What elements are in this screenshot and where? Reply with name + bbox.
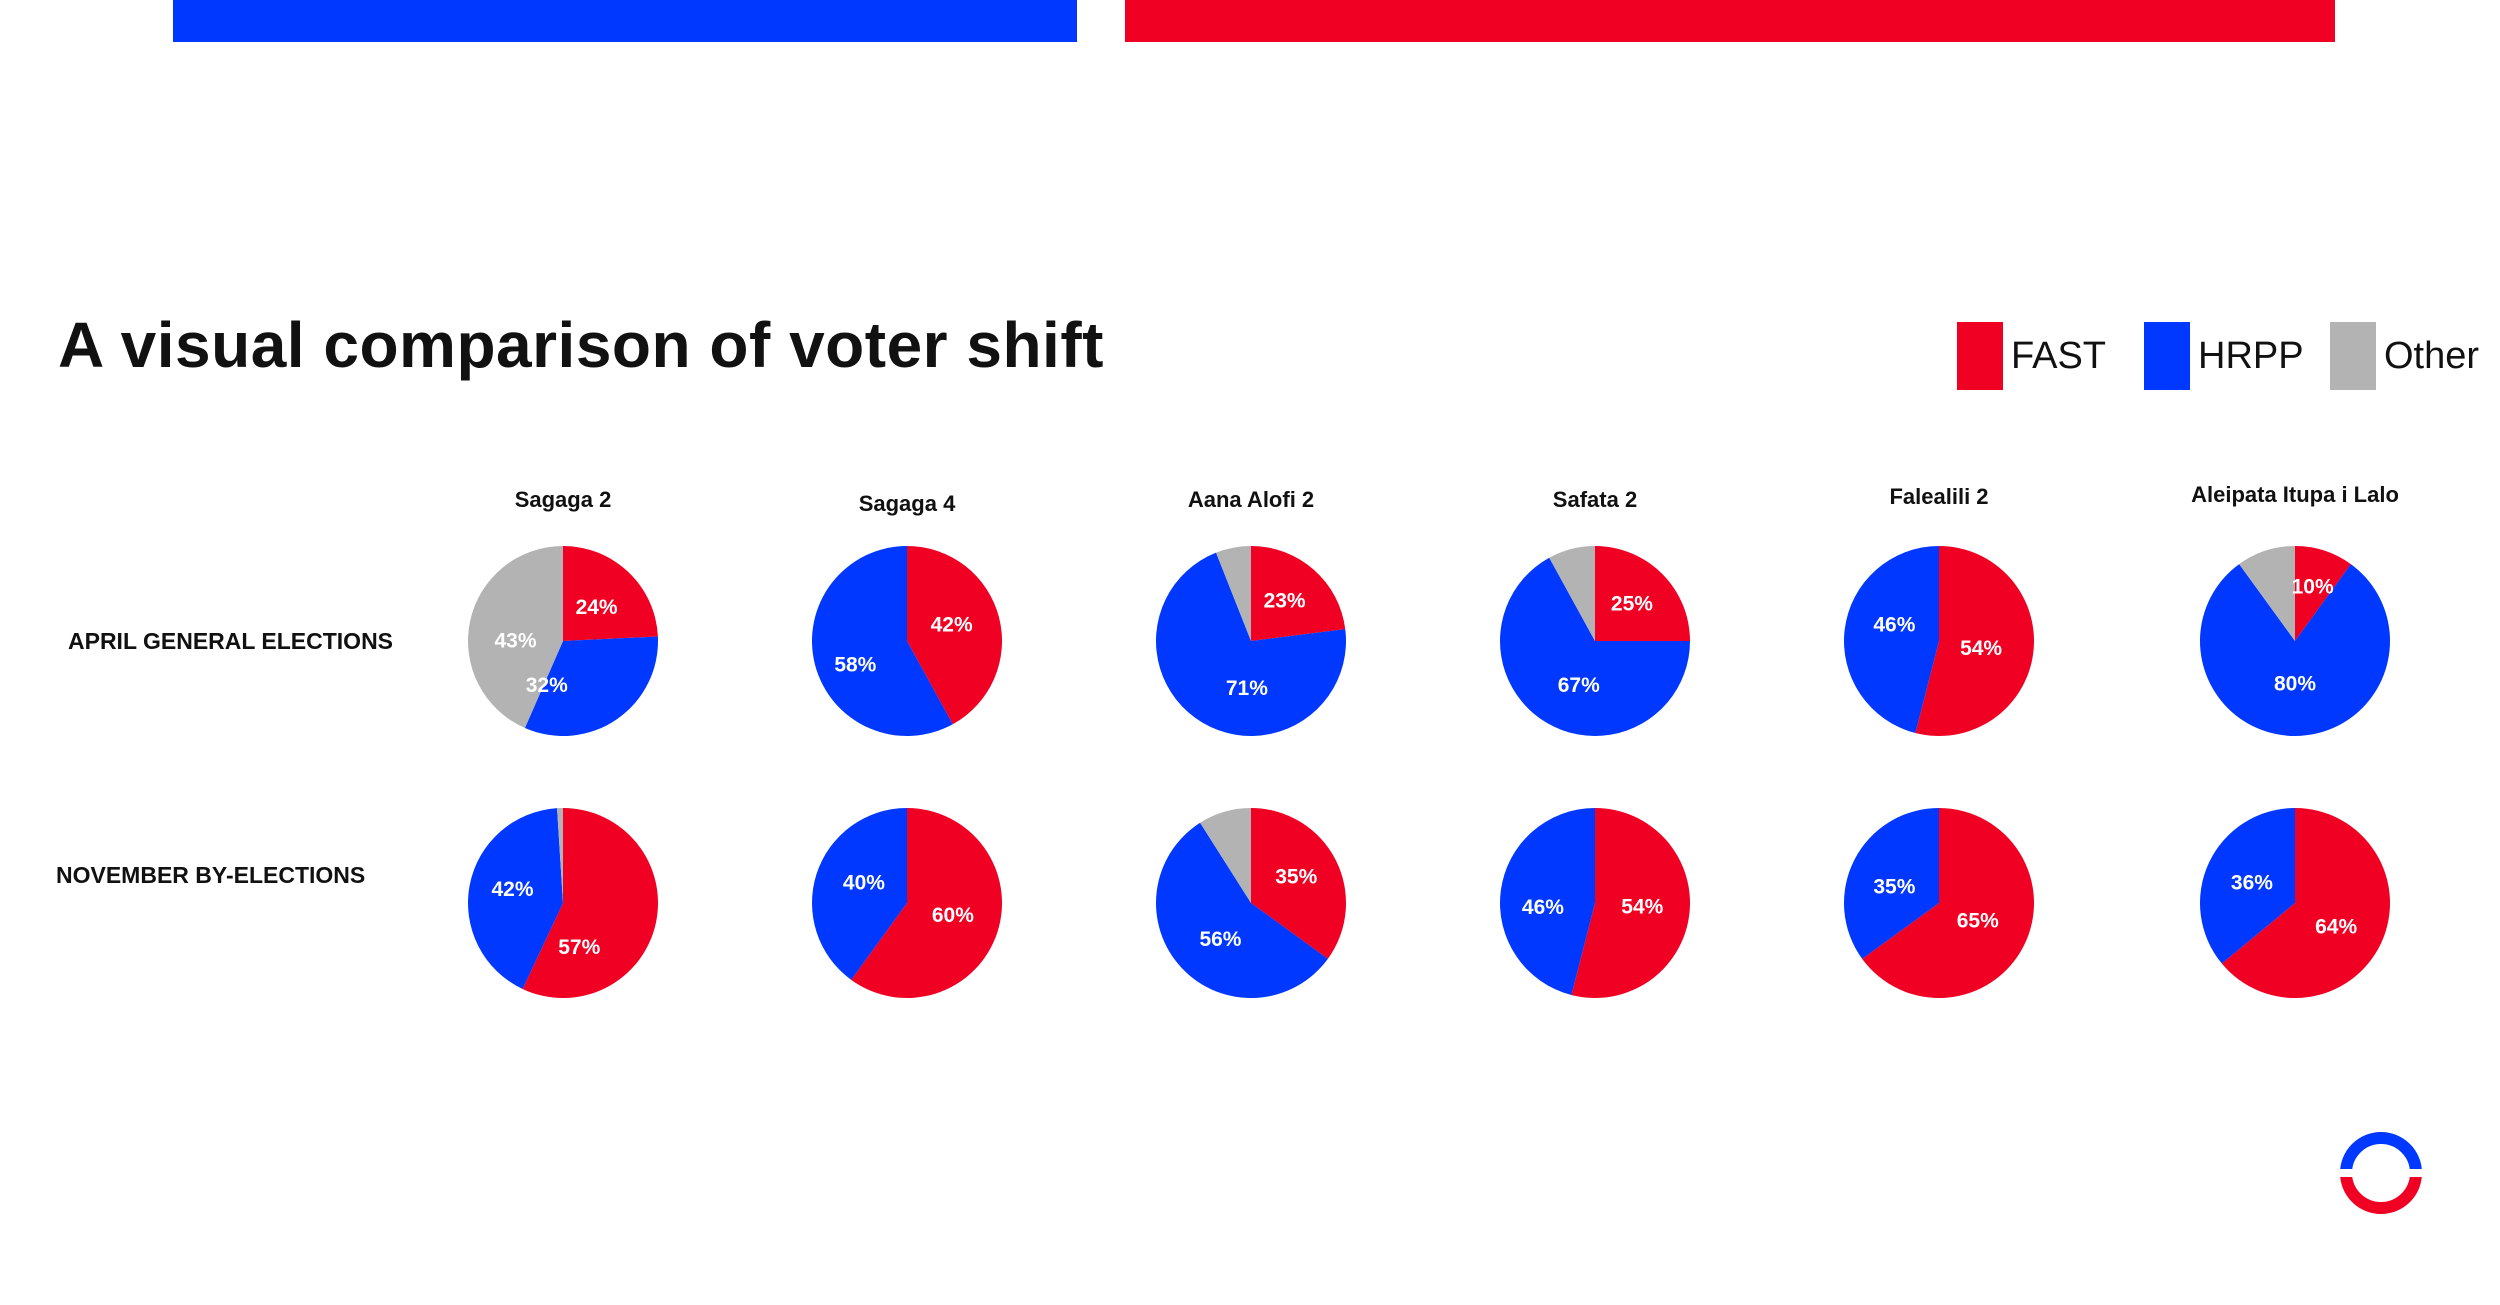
- pie-label-hrpp: 58%: [834, 654, 876, 677]
- pie-label-fast: 23%: [1264, 589, 1306, 612]
- legend-label-fast: FAST: [2011, 334, 2107, 377]
- legend-label-hrpp: HRPP: [2198, 334, 2304, 377]
- legend-swatch-fast: [1957, 322, 2003, 390]
- pie-slice-hrpp: [812, 546, 953, 736]
- pie-slice-hrpp: [1844, 546, 1939, 734]
- pie-label-hrpp: 40%: [843, 871, 885, 894]
- pie-november-0: 57% 42%: [468, 808, 659, 998]
- pie-april-3: 25% 67%: [1500, 546, 1690, 736]
- pie-november-5: 64% 36%: [2200, 808, 2390, 998]
- pie-slice-hrpp: [2200, 564, 2391, 736]
- pie-slice-other: [2239, 546, 2295, 641]
- pie-slice-hrpp: [1500, 557, 1690, 736]
- pie-label-fast: 24%: [576, 596, 618, 619]
- pie-label-hrpp: 67%: [1558, 674, 1600, 697]
- district-title: Safata 2: [1552, 487, 1638, 512]
- pie-slice-hrpp: [811, 808, 907, 980]
- pie-slice-hrpp: [1156, 822, 1328, 999]
- pie-slice-hrpp: [2200, 808, 2295, 964]
- pie-slice-hrpp: [468, 808, 563, 989]
- legend-item-other: Other: [2330, 322, 2479, 390]
- pie-label-hrpp: 56%: [1199, 928, 1241, 951]
- page-title: A visual comparison of voter shift: [58, 309, 1104, 381]
- pie-slice-fast: [851, 808, 1002, 998]
- pie-april-5: 10% 80%: [2200, 546, 2391, 736]
- pie-slice-fast: [907, 546, 1002, 725]
- pie-label-fast: 42%: [931, 613, 973, 636]
- pie-label-hrpp: 71%: [1226, 677, 1268, 700]
- pie-slice-fast: [1595, 546, 1690, 641]
- pie-slice-other: [1549, 546, 1595, 641]
- pie-april-2: 23% 71%: [1156, 546, 1346, 737]
- pie-label-fast: 35%: [1275, 865, 1317, 888]
- pie-slice-hrpp: [524, 636, 658, 736]
- pie-slice-fast: [1571, 808, 1691, 998]
- pie-slice-fast: [2295, 546, 2351, 641]
- logo-icon: [2336, 1132, 2426, 1214]
- pie-april-0: 24% 32% 43%: [468, 546, 658, 736]
- pie-slice-fast: [1251, 808, 1347, 959]
- pie-label-hrpp: 46%: [1873, 613, 1915, 636]
- pie-november-3: 54% 46%: [1500, 808, 1691, 998]
- pie-slice-hrpp: [1844, 808, 1939, 959]
- district-title: Aana Alofi 2: [1187, 487, 1315, 512]
- pie-november-4: 65% 35%: [1844, 808, 2035, 999]
- pie-slice-fast: [563, 546, 658, 641]
- legend-item-hrpp: HRPP: [2144, 322, 2304, 390]
- header-red-bar: [1125, 0, 2335, 42]
- pie-slice-hrpp: [1500, 808, 1595, 996]
- pie-slice-fast: [1915, 546, 2035, 736]
- pie-november-1: 60% 40%: [811, 808, 1002, 998]
- district-title: Falealili 2: [1889, 484, 1989, 509]
- pie-label-hrpp: 36%: [2231, 871, 2273, 894]
- legend-label-other: Other: [2384, 334, 2480, 377]
- pie-label-fast: 54%: [1960, 637, 2002, 660]
- pie-slice-other: [1216, 546, 1251, 641]
- pie-label-fast: 64%: [2315, 915, 2357, 938]
- pie-slice-hrpp: [1156, 552, 1346, 737]
- pie-april-1: 42% 58%: [812, 546, 1002, 736]
- pie-slice-other: [557, 808, 563, 903]
- legend-swatch-other: [2330, 322, 2376, 390]
- pie-april-4: 54% 46%: [1844, 546, 2035, 736]
- pie-label-fast: 10%: [2292, 575, 2334, 598]
- pie-label-hrpp: 35%: [1873, 875, 1915, 898]
- district-title: Sagaga 4: [858, 491, 956, 516]
- pie-label-fast: 25%: [1611, 593, 1653, 616]
- pie-slice-fast: [2221, 808, 2390, 998]
- legend-item-fast: FAST: [1957, 322, 2106, 390]
- pie-label-other: 43%: [494, 630, 536, 653]
- pie-label-fast: 54%: [1621, 896, 1663, 919]
- district-title: Aleipata Itupa i Lalo: [2191, 482, 2399, 507]
- pie-label-hrpp: 32%: [526, 674, 568, 697]
- pie-slice-other: [468, 546, 563, 729]
- pie-slice-fast: [1862, 808, 2035, 999]
- pie-label-fast: 60%: [932, 904, 974, 927]
- pie-slice-fast: [1251, 546, 1346, 641]
- pie-november-2: 35% 56%: [1156, 808, 1347, 999]
- row-label-april: APRIL GENERAL ELECTIONS: [68, 628, 394, 654]
- pie-label-hrpp: 46%: [1522, 896, 1564, 919]
- pie-label-hrpp: 80%: [2274, 672, 2316, 695]
- legend-swatch-hrpp: [2144, 322, 2190, 390]
- pie-label-hrpp: 42%: [492, 878, 534, 901]
- header-blue-bar: [173, 0, 1077, 42]
- pie-label-fast: 57%: [558, 936, 600, 959]
- pie-label-fast: 65%: [1957, 910, 1999, 933]
- row-label-november: NOVEMBER BY-ELECTIONS: [56, 862, 366, 888]
- pie-slice-other: [1200, 808, 1251, 903]
- pie-slice-fast: [522, 808, 659, 998]
- district-title: Sagaga 2: [514, 487, 612, 512]
